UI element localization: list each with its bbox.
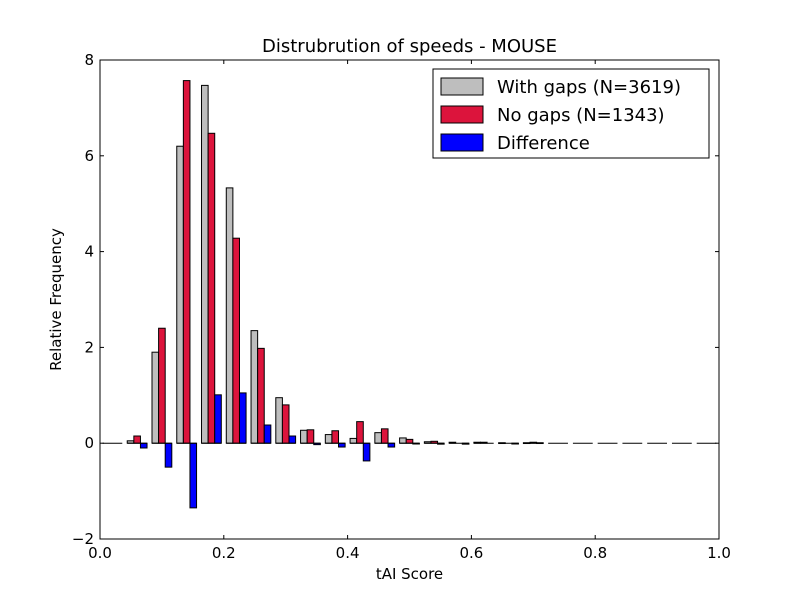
- bar-difference-9: [338, 442, 346, 448]
- bar-with-gaps-3: [176, 145, 184, 444]
- bar-difference-6: [263, 424, 272, 444]
- bar-no-gaps-12: [405, 438, 414, 444]
- legend-swatch: [440, 77, 484, 96]
- bar-no-gaps-2: [158, 327, 166, 444]
- chart-title: Distrubrution of speeds - MOUSE: [262, 36, 557, 57]
- bar-with-gaps-4: [201, 84, 209, 444]
- y-tick-label: 4: [84, 243, 94, 261]
- bar-difference-5: [238, 392, 247, 444]
- bar-no-gaps-8: [306, 429, 315, 444]
- legend-swatch: [440, 105, 484, 124]
- plot-frame: [99, 59, 720, 540]
- y-tick-label: 0: [84, 434, 94, 452]
- bar-difference-2: [164, 442, 173, 468]
- bar-with-gaps-7: [275, 397, 283, 444]
- x-tick-label: 0.8: [583, 544, 607, 562]
- bar-difference-10: [362, 442, 371, 462]
- legend-swatch: [440, 133, 484, 152]
- bar-with-gaps-6: [250, 330, 259, 444]
- y-tick-label: −2: [72, 530, 94, 548]
- bar-difference-11: [387, 442, 396, 448]
- bar-difference-3: [189, 442, 198, 509]
- x-tick-label: 0.6: [459, 544, 483, 562]
- bar-no-gaps-4: [207, 132, 216, 444]
- bar-no-gaps-3: [182, 80, 191, 444]
- bar-no-gaps-11: [380, 428, 389, 444]
- bar-difference-1: [139, 442, 148, 449]
- bar-no-gaps-7: [281, 404, 290, 444]
- legend-label: Difference: [497, 133, 590, 154]
- bar-no-gaps-5: [232, 237, 240, 444]
- x-tick-label: 1.0: [707, 544, 731, 562]
- bar-no-gaps-6: [257, 347, 265, 444]
- x-tick-label: 0.2: [212, 544, 236, 562]
- bar-with-gaps-11: [374, 432, 382, 444]
- bars-layer: [126, 80, 544, 509]
- bar-with-gaps-8: [300, 429, 308, 444]
- x-tick-label: 0.0: [88, 544, 112, 562]
- bar-with-gaps-2: [151, 351, 160, 444]
- bar-with-gaps-10: [349, 437, 358, 444]
- x-axis-label: tAI Score: [376, 565, 443, 583]
- bar-with-gaps-5: [225, 187, 234, 444]
- ticks-layer: 0.0 0.2 0.4 0.6 0.8 1.0 −2 0 2 4 6 8: [72, 51, 731, 562]
- bar-difference-7: [288, 435, 297, 444]
- x-tick-label: 0.4: [336, 544, 360, 562]
- y-tick-label: 2: [84, 338, 94, 356]
- bar-no-gaps-10: [356, 421, 364, 444]
- legend-label: With gaps (N=3619): [497, 77, 681, 98]
- y-tick-label: 6: [84, 147, 94, 165]
- bar-difference-4: [214, 394, 222, 444]
- legend-label: No gaps (N=1343): [497, 105, 665, 126]
- legend: With gaps (N=3619) No gaps (N=1343) Differ…: [432, 68, 710, 159]
- bar-with-gaps-9: [324, 434, 333, 444]
- bar-no-gaps-1: [133, 435, 141, 444]
- y-tick-label: 8: [84, 51, 94, 69]
- bar-no-gaps-9: [331, 430, 340, 444]
- y-axis-label: Relative Frequency: [47, 228, 65, 371]
- bar-with-gaps-12: [399, 437, 407, 444]
